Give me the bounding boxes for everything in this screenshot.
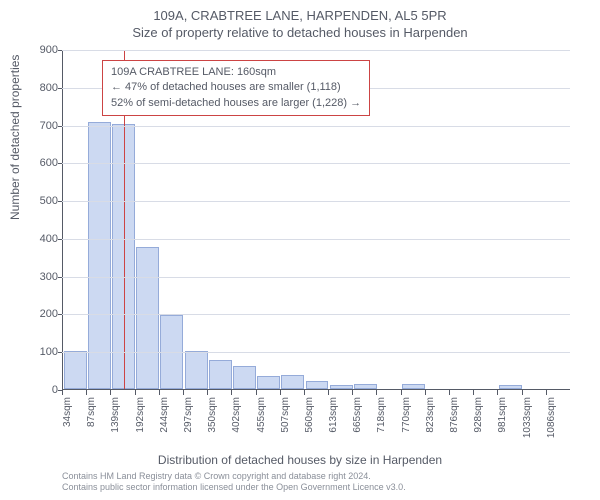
x-tick-mark <box>207 390 208 395</box>
x-tick-label: 297sqm <box>183 397 194 447</box>
x-tick-mark <box>376 390 377 395</box>
x-tick-mark <box>449 390 450 395</box>
x-tick-label: 876sqm <box>449 397 460 447</box>
y-tick-label: 800 <box>28 82 58 94</box>
x-tick-mark <box>280 390 281 395</box>
x-tick-mark <box>62 390 63 395</box>
histogram-bar <box>88 122 111 389</box>
y-tick-mark <box>58 50 62 51</box>
x-tick-label: 350sqm <box>207 397 218 447</box>
x-tick-label: 244sqm <box>159 397 170 447</box>
histogram-bar <box>209 360 232 389</box>
histogram-bar <box>402 384 425 389</box>
x-tick-mark <box>304 390 305 395</box>
x-tick-label: 770sqm <box>401 397 412 447</box>
x-tick-label: 192sqm <box>135 397 146 447</box>
y-tick-mark <box>58 352 62 353</box>
x-tick-mark <box>110 390 111 395</box>
x-tick-label: 665sqm <box>352 397 363 447</box>
footer-line-2: Contains public sector information licen… <box>62 482 406 494</box>
y-tick-label: 0 <box>28 384 58 396</box>
x-tick-label: 1086sqm <box>546 397 557 447</box>
y-tick-mark <box>58 163 62 164</box>
y-tick-mark <box>58 126 62 127</box>
x-tick-mark <box>425 390 426 395</box>
x-tick-label: 87sqm <box>86 397 97 447</box>
x-tick-label: 455sqm <box>256 397 267 447</box>
y-tick-mark <box>58 277 62 278</box>
y-tick-label: 100 <box>28 346 58 358</box>
x-tick-mark <box>352 390 353 395</box>
x-tick-mark <box>473 390 474 395</box>
y-tick-mark <box>58 201 62 202</box>
x-axis-label: Distribution of detached houses by size … <box>0 453 600 467</box>
x-tick-mark <box>86 390 87 395</box>
info-box-line: 109A CRABTREE LANE: 160sqm <box>111 65 361 80</box>
histogram-bar <box>281 375 304 389</box>
x-tick-mark <box>135 390 136 395</box>
y-gridline <box>62 163 570 164</box>
x-tick-mark <box>497 390 498 395</box>
histogram-bar <box>499 385 522 389</box>
x-tick-label: 928sqm <box>473 397 484 447</box>
x-tick-mark <box>401 390 402 395</box>
y-tick-mark <box>58 88 62 89</box>
y-tick-mark <box>58 314 62 315</box>
x-tick-label: 402sqm <box>231 397 242 447</box>
histogram-bar <box>64 351 87 389</box>
histogram-bar <box>185 351 208 389</box>
x-tick-label: 981sqm <box>497 397 508 447</box>
histogram-bar <box>257 376 280 389</box>
x-tick-label: 823sqm <box>425 397 436 447</box>
y-gridline <box>62 277 570 278</box>
y-tick-label: 900 <box>28 44 58 56</box>
y-gridline <box>62 352 570 353</box>
x-tick-label: 507sqm <box>280 397 291 447</box>
y-gridline <box>62 239 570 240</box>
histogram-bar <box>354 384 377 389</box>
x-tick-label: 613sqm <box>328 397 339 447</box>
y-gridline <box>62 201 570 202</box>
info-box: 109A CRABTREE LANE: 160sqm← 47% of detac… <box>102 60 370 116</box>
y-tick-label: 400 <box>28 233 58 245</box>
y-tick-label: 500 <box>28 195 58 207</box>
footer-line-1: Contains HM Land Registry data © Crown c… <box>62 471 406 483</box>
chart-title-main: 109A, CRABTREE LANE, HARPENDEN, AL5 5PR <box>0 0 600 23</box>
info-box-line: 52% of semi-detached houses are larger (… <box>111 96 361 111</box>
y-gridline <box>62 50 570 51</box>
y-tick-label: 600 <box>28 157 58 169</box>
x-tick-mark <box>183 390 184 395</box>
y-axis-label: Number of detached properties <box>8 55 22 220</box>
y-gridline <box>62 314 570 315</box>
y-tick-label: 200 <box>28 308 58 320</box>
x-tick-label: 139sqm <box>110 397 121 447</box>
x-tick-mark <box>159 390 160 395</box>
chart-footer: Contains HM Land Registry data © Crown c… <box>62 471 406 494</box>
x-tick-label: 560sqm <box>304 397 315 447</box>
x-tick-label: 1033sqm <box>522 397 533 447</box>
histogram-bar <box>306 381 329 389</box>
histogram-bar <box>136 247 159 389</box>
histogram-bar <box>233 366 256 389</box>
info-box-line: ← 47% of detached houses are smaller (1,… <box>111 80 361 95</box>
x-tick-mark <box>522 390 523 395</box>
y-tick-label: 300 <box>28 271 58 283</box>
x-tick-mark <box>231 390 232 395</box>
y-gridline <box>62 126 570 127</box>
x-tick-label: 34sqm <box>62 397 73 447</box>
x-tick-mark <box>256 390 257 395</box>
y-tick-mark <box>58 239 62 240</box>
x-tick-mark <box>546 390 547 395</box>
chart-title-sub: Size of property relative to detached ho… <box>0 23 600 40</box>
x-tick-mark <box>328 390 329 395</box>
y-tick-label: 700 <box>28 120 58 132</box>
histogram-bar <box>330 385 353 389</box>
x-tick-label: 718sqm <box>376 397 387 447</box>
